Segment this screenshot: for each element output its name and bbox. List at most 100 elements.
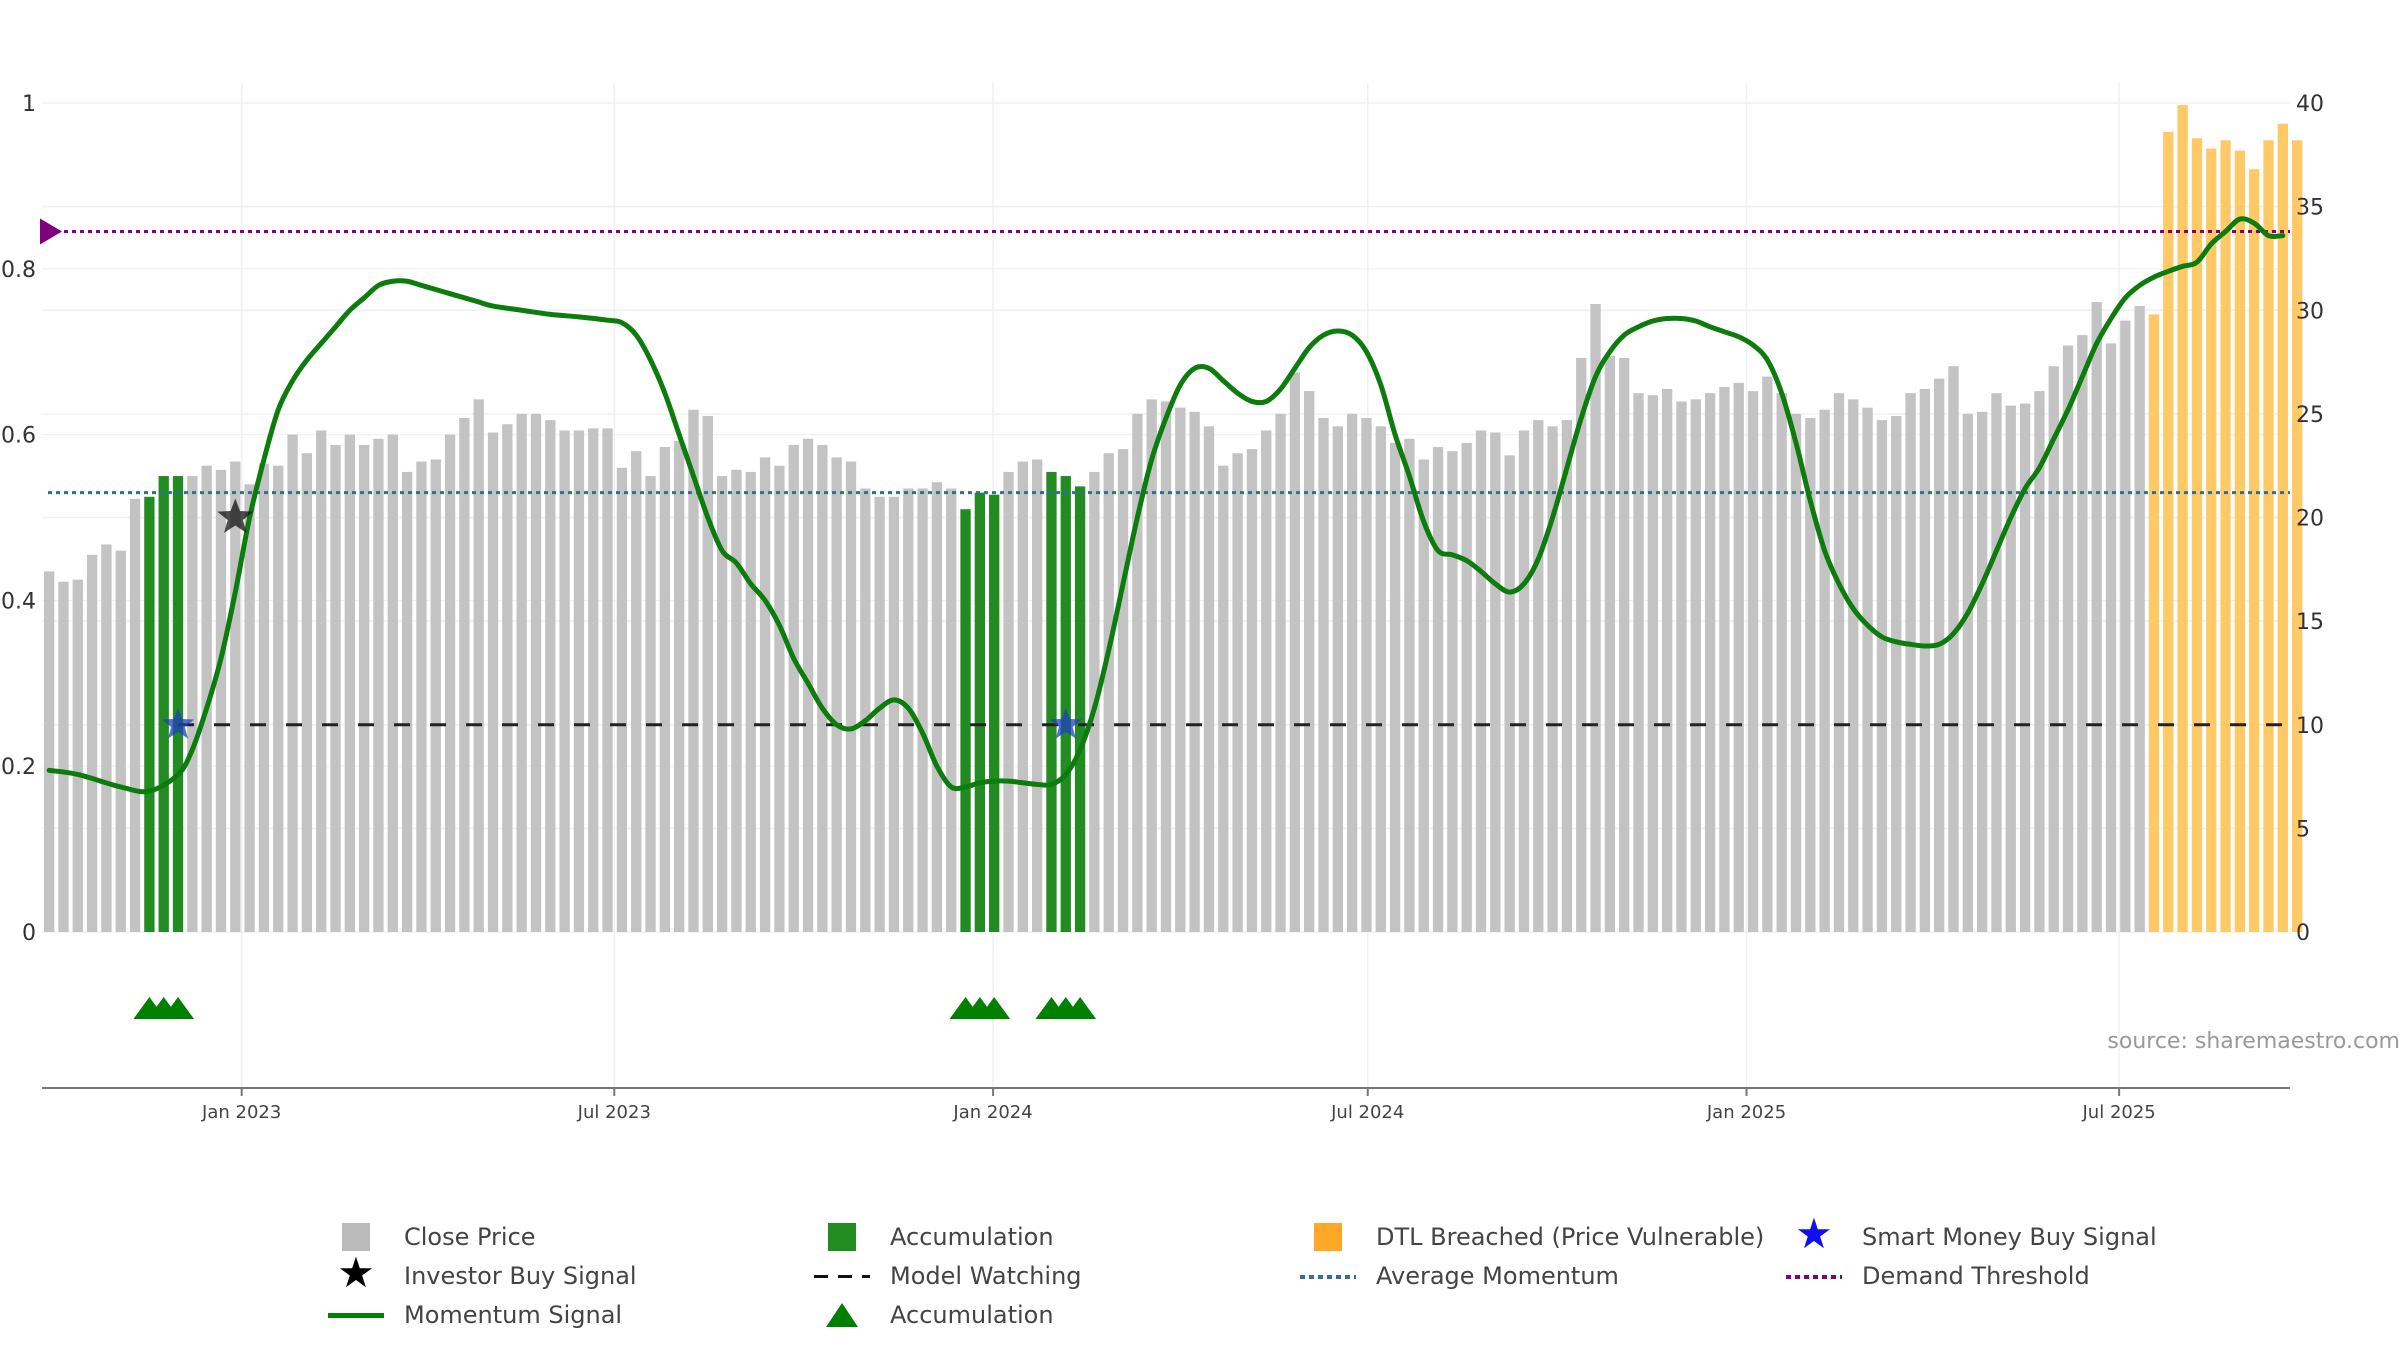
price-bar [1289,372,1301,932]
price-bar [1418,459,1429,932]
price-bar [2206,148,2217,933]
right-tick-label: 40 [2296,92,2324,117]
price-bar [1876,420,1888,932]
price-bar [688,409,699,933]
right-tick-label: 5 [2296,817,2310,842]
price-bar [1762,376,1773,932]
price-bar [2077,335,2088,932]
price-bar [1146,399,1157,932]
price-bar [459,418,470,932]
price-bar [2263,140,2274,932]
price-bar [1604,355,1616,933]
price-bar [2005,405,2016,933]
right-tick-label: 25 [2296,403,2324,428]
price-bar [1647,395,1658,932]
price-bar [344,434,356,932]
price-bar [1747,391,1759,932]
price-bar [1848,399,1859,932]
price-bar [387,434,398,932]
price-bar [960,509,971,932]
price-bar [631,451,642,932]
price-bar [359,444,370,932]
price-bar [1031,459,1043,932]
accumulation-triangle [978,997,1011,1019]
right-tick-label: 20 [2296,507,2324,532]
smart-money-buy-star [1049,707,1082,739]
left-tick-label: 1 [22,92,36,117]
price-bar [1962,413,1973,932]
price-bar [1576,357,1587,933]
price-bar [230,461,241,932]
price-bar [373,438,384,932]
x-tick-label: Jul 2025 [2082,1102,2156,1123]
price-bar [1175,407,1186,933]
price-bar [845,461,857,932]
accumulation-triangle [1064,997,1097,1019]
price-bar [974,492,986,932]
price-bar [2019,403,2031,932]
price-bar [759,457,771,932]
price-bar [2191,138,2203,933]
price-bar [1346,413,1358,932]
price-bar [2292,140,2303,932]
price-bar [545,420,556,932]
price-bar [215,469,227,932]
price-bar [287,434,298,932]
axes: Jan 2023 Jul 2023 Jan 2024 Jul 2024 Jan 2025… [1,92,2324,1123]
price-bar [1132,413,1143,932]
price-bar [258,463,270,932]
price-bar [187,476,198,932]
price-bar [444,434,456,932]
price-bar [1504,455,1515,932]
left-tick-label: 0.8 [1,258,36,283]
price-bar [1833,393,1845,932]
price-bar [2277,123,2288,933]
price-bar [1776,393,1787,932]
price-bar [1261,430,1272,932]
price-bar [1046,471,1057,932]
price-bar [2249,169,2260,932]
price-bar [473,399,484,932]
right-tick-label: 0 [2296,921,2310,946]
price-bar [1318,418,1329,932]
buy-signals [133,498,1097,1019]
price-bar [831,457,842,932]
price-bar [2105,343,2117,932]
price-bar [645,476,656,932]
price-bar [430,459,441,932]
price-bar [44,571,55,932]
price-bar [1891,415,1902,932]
price-bar [58,581,69,932]
price-bar [2062,345,2074,932]
price-bar [244,484,255,932]
price-bar [2091,301,2102,933]
right-tick-label: 15 [2296,610,2324,635]
price-bar [144,496,155,932]
price-bar [1447,451,1458,932]
price-bar [1461,442,1472,932]
price-bar [2048,366,2059,932]
left-tick-label: 0.2 [1,755,36,780]
reference-lines [40,218,2290,727]
price-bar [602,428,613,932]
price-bar [2148,314,2160,932]
smart-money-buy-star [161,707,195,739]
right-tick-label: 35 [2296,196,2324,221]
price-bar [1633,393,1644,932]
momentum-signal-line [46,216,2286,795]
price-bar [330,444,341,932]
price-bar [1533,420,1544,932]
price-bar [1432,447,1444,932]
price-bar [874,496,885,932]
price-bar [788,444,799,932]
x-tick-label: Jul 2023 [577,1102,651,1123]
price-bar [573,430,585,932]
price-bar [115,550,126,932]
price-bar [1733,382,1744,933]
price-bar [1017,461,1028,932]
price-bar [1389,442,1401,932]
price-bar [1304,391,1315,932]
price-bar [2120,320,2131,932]
price-bar [888,496,900,932]
